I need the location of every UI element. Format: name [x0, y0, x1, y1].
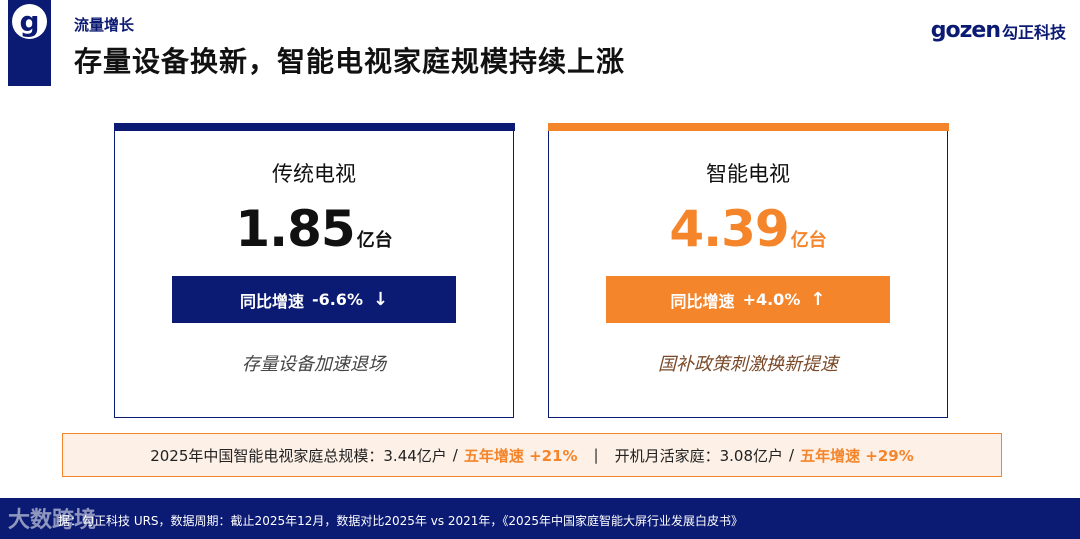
summary-slash: / [789, 446, 795, 464]
page-title: 存量设备换新，智能电视家庭规模持续上涨 [74, 45, 626, 78]
growth-value: +4.0% [742, 290, 801, 309]
summary-growth-highlight: 五年增速 +29% [800, 446, 914, 465]
brand-mark: gozen [930, 18, 1001, 43]
logo-g-icon: g [12, 4, 47, 39]
card-unit: 亿台 [356, 230, 393, 251]
summary-divider: | [593, 446, 599, 464]
summary-slash: / [452, 446, 458, 464]
growth-value: -6.6% [311, 290, 363, 309]
logo-block: g [8, 0, 51, 86]
brand-name: 勾正科技 [1001, 22, 1066, 42]
footer-source: 据：勾正科技 URS，数据周期：截止2025年12月，数据对比2025年 vs … [58, 514, 743, 528]
card-note: 国补政策刺激换新提速 [658, 354, 838, 375]
watermark: 大数跨境 [8, 508, 97, 533]
arrow-down-icon: ↓ [372, 289, 389, 310]
footer: 据：勾正科技 URS，数据周期：截止2025年12月，数据对比2025年 vs … [0, 498, 1080, 539]
card-note: 存量设备加速退场 [242, 354, 386, 375]
section-tag: 流量增长 [74, 16, 135, 34]
arrow-up-icon: ↑ [810, 289, 826, 310]
card-unit: 亿台 [790, 230, 827, 251]
card-accent-bar [547, 122, 949, 131]
card-title: 智能电视 [706, 162, 790, 186]
summary-households: 2025年中国智能电视家庭总规模：3.44亿户 [150, 446, 447, 465]
traditional-tv-card: 传统电视 1.85 亿台 同比增速 -6.6% ↓ 存量设备加速退场 [113, 122, 515, 418]
summary-growth-highlight: 五年增速 +21% [463, 446, 578, 465]
brand-logo: gozen 勾正科技 [931, 18, 1066, 43]
card-value: 4.39 [669, 200, 789, 258]
card-value-row: 4.39 亿台 [549, 200, 947, 258]
card-accent-bar [113, 122, 515, 131]
card-value-row: 1.85 亿台 [115, 200, 513, 258]
card-value: 1.85 [235, 200, 355, 258]
smart-tv-card: 智能电视 4.39 亿台 同比增速 +4.0% ↑ 国补政策刺激换新提速 [547, 122, 949, 418]
summary-active-households: 开机月活家庭：3.08亿户 [614, 446, 784, 465]
growth-label: 同比增速 [239, 291, 304, 311]
growth-badge: 同比增速 -6.6% ↓ [172, 276, 456, 323]
growth-label: 同比增速 [670, 291, 735, 311]
card-title: 传统电视 [272, 162, 356, 186]
summary-bar: 2025年中国智能电视家庭总规模：3.44亿户 / 五年增速 +21% | 开机… [62, 433, 1002, 477]
growth-badge: 同比增速 +4.0% ↑ [606, 276, 890, 323]
